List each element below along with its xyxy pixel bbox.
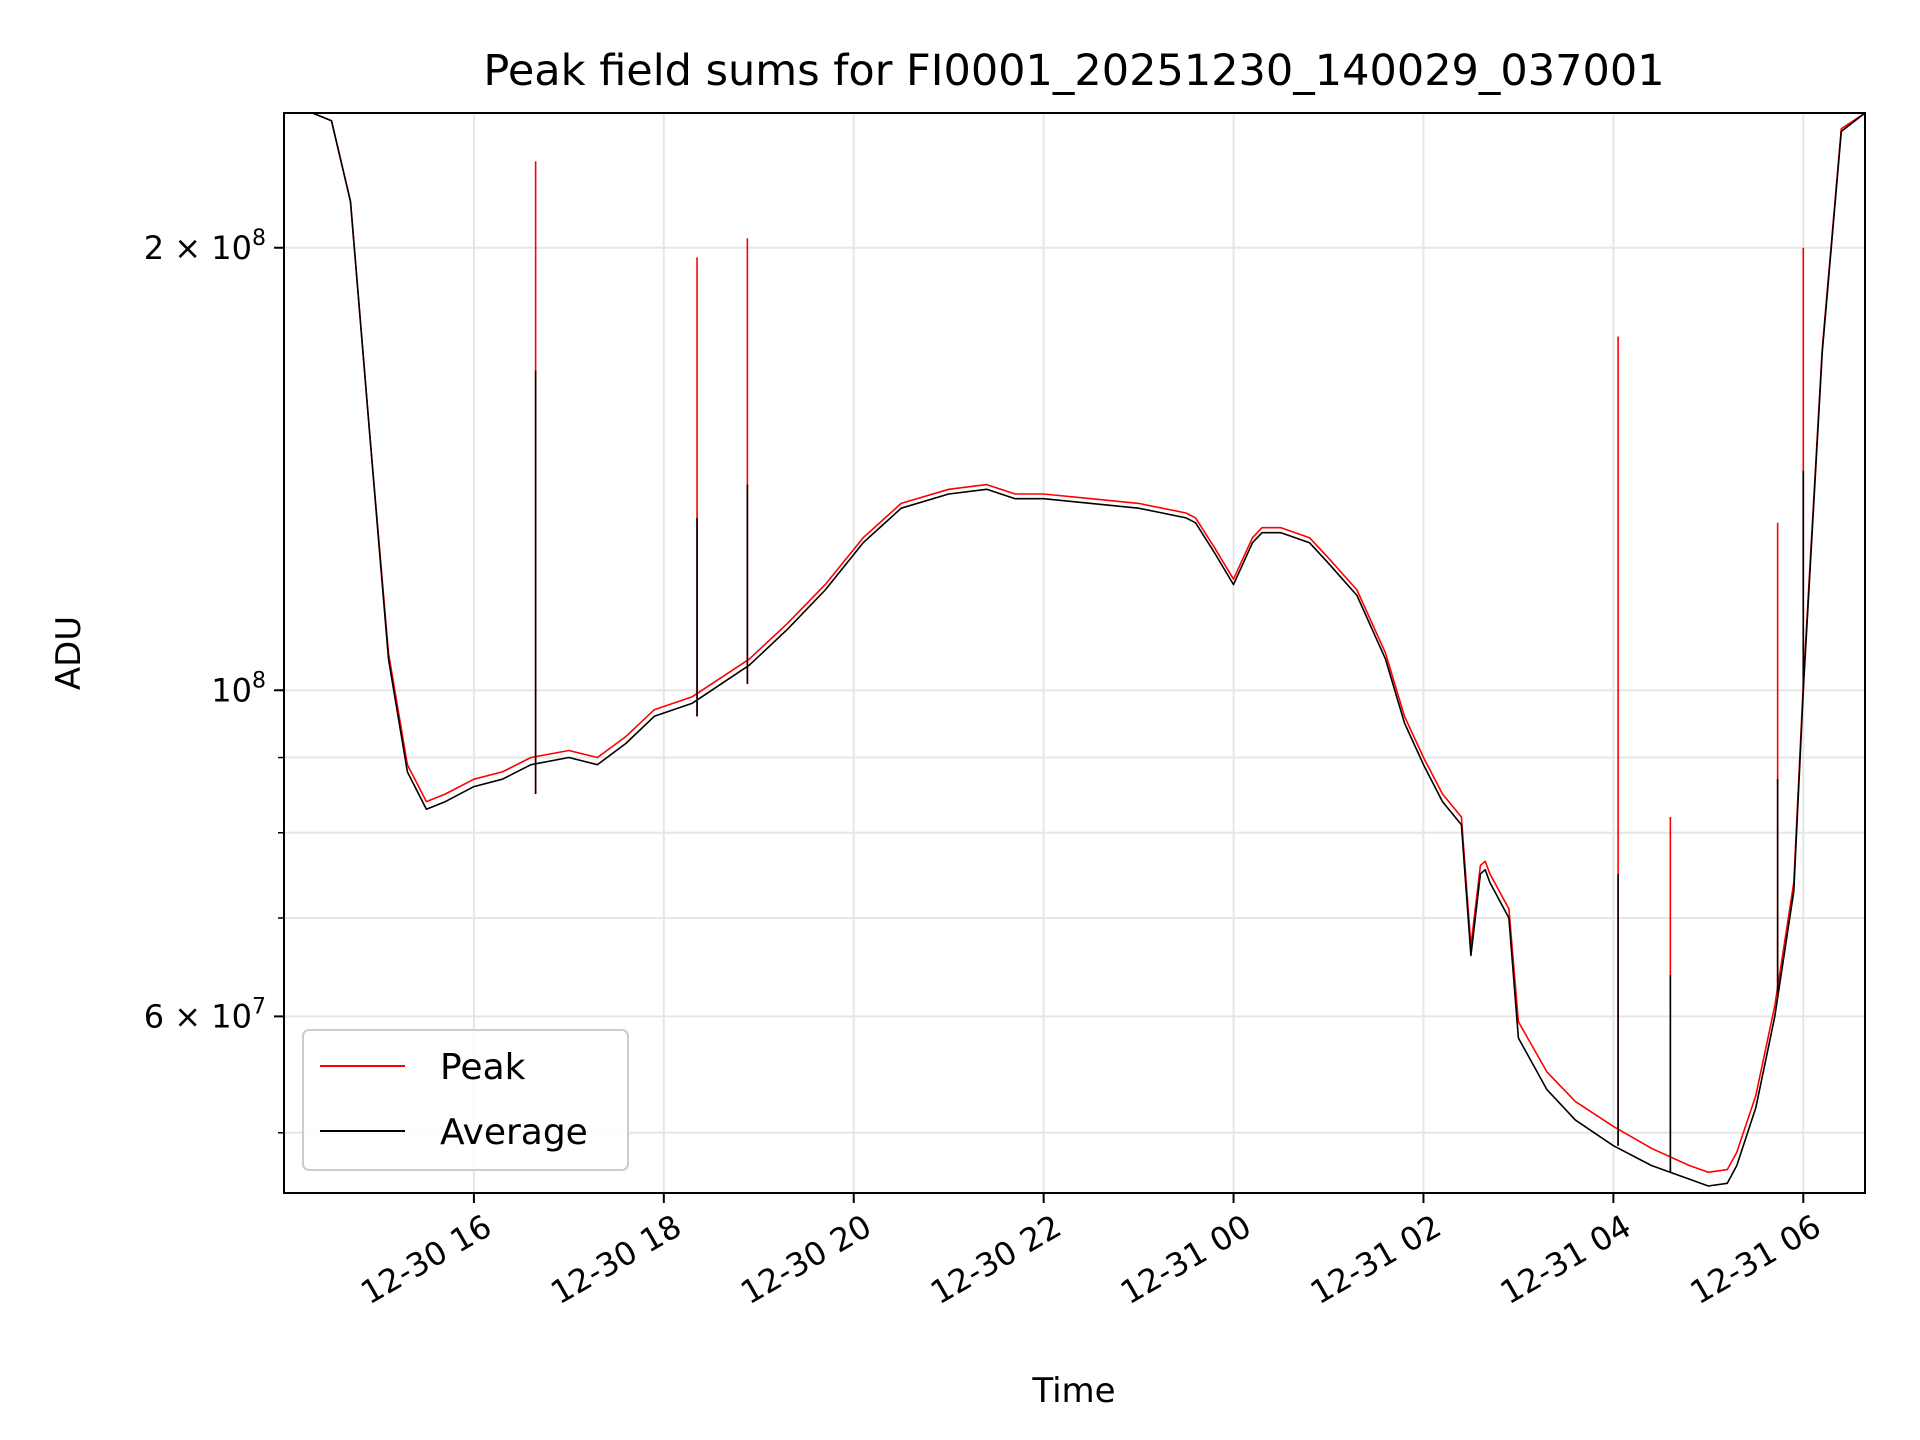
x-axis-title: Time: [1031, 1371, 1115, 1411]
legend-label-peak: Peak: [440, 1047, 526, 1088]
chart-title: Peak field sums for FI0001_20251230_1400…: [483, 46, 1664, 96]
y-tick-label: 2 × 108: [144, 226, 266, 267]
y-tick-label: 6 × 107: [144, 994, 266, 1035]
series-line-average: [284, 112, 1866, 1187]
y-axis-title: ADU: [49, 616, 89, 690]
series-layer: [284, 112, 1866, 1187]
legend: Peak Average: [302, 1029, 629, 1171]
y-tick-label: 108: [211, 668, 266, 709]
legend-label-average: Average: [440, 1112, 588, 1153]
plot-frame: [283, 112, 1866, 1194]
